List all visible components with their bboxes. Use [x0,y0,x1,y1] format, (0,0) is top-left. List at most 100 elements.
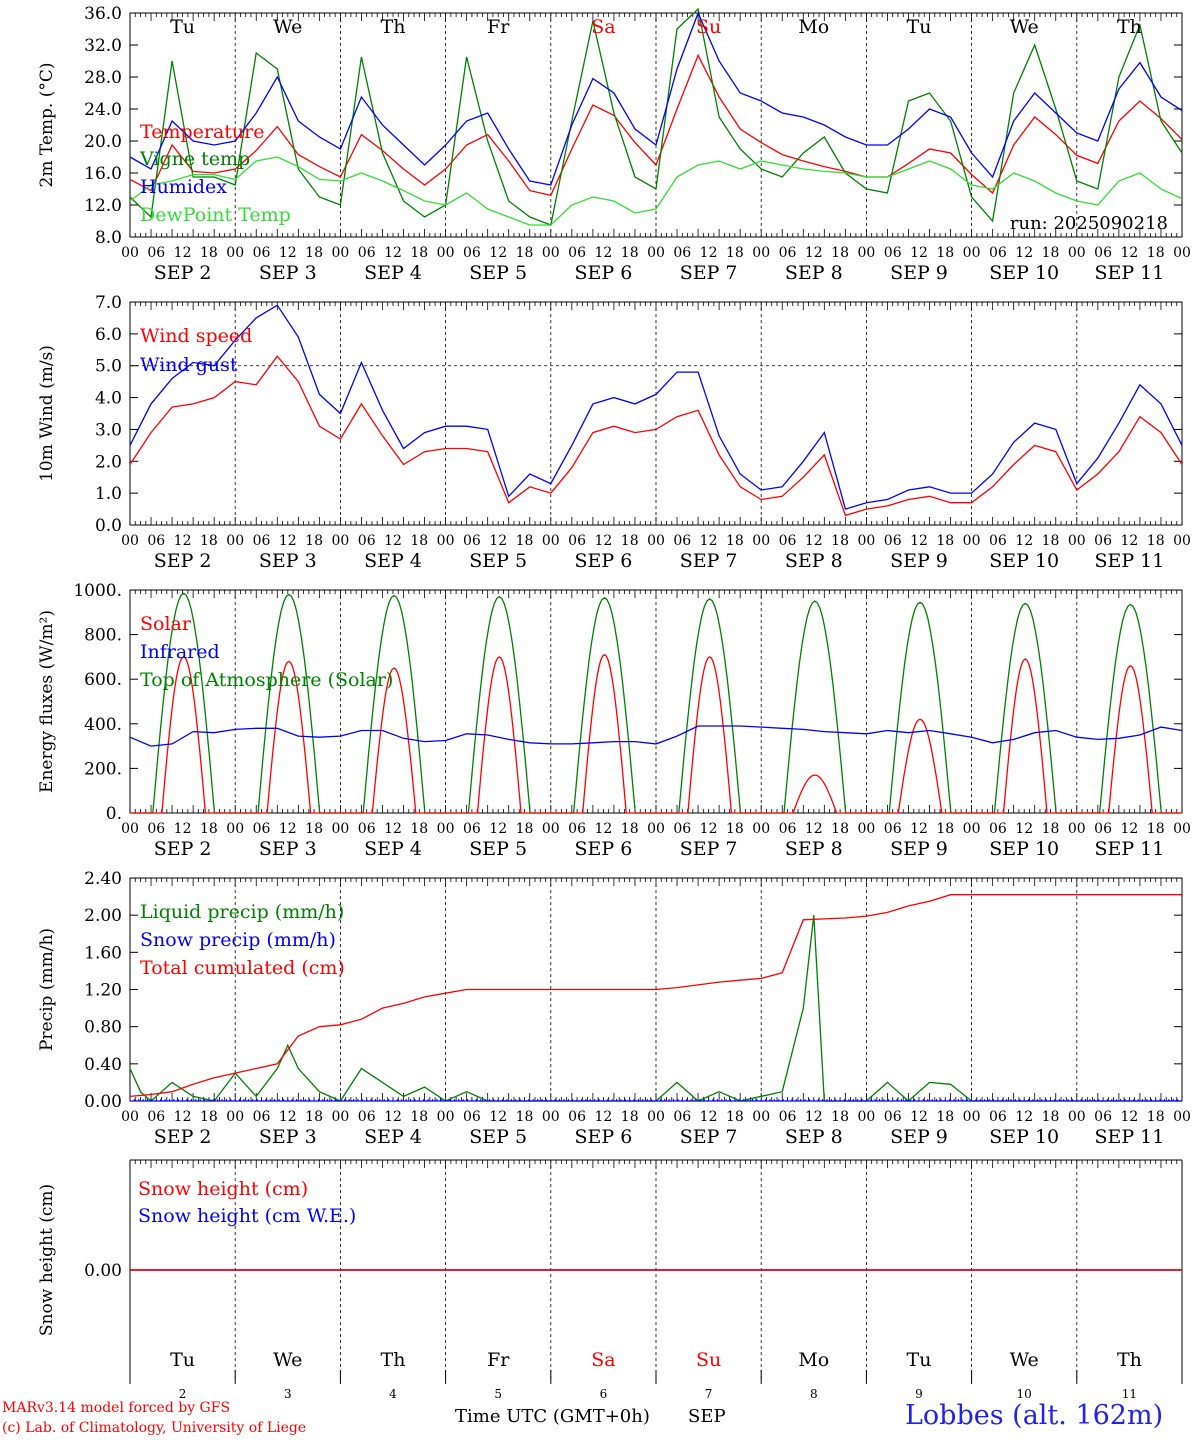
legend-snow-height-cm-: Snow height (cm) [138,1178,308,1200]
x-hour-label: 12 [279,245,297,261]
x-date-label: SEP 5 [469,1126,527,1148]
x-hour-label: 00 [857,821,875,837]
day-number-label: 7 [705,1387,713,1401]
x-hour-label: 00 [963,821,981,837]
y-tick-label: 3.0 [95,420,122,440]
x-hour-label: 06 [673,245,691,261]
x-hour-label: 06 [568,245,586,261]
x-date-label: SEP 6 [574,838,632,860]
weekday-label: Th [381,1349,406,1371]
x-hour-label: 06 [358,245,376,261]
x-hour-label: 12 [489,821,507,837]
x-hour-label: 00 [752,821,770,837]
x-hour-label: 00 [647,821,665,837]
x-date-label: SEP 8 [785,550,843,572]
x-hour-label: 06 [884,533,902,549]
x-date-label: SEP 11 [1094,262,1164,284]
y-tick-label: 4.0 [95,389,122,409]
x-hour-label: 00 [752,245,770,261]
y-tick-label: 800. [84,626,122,646]
plot-frame [129,589,1183,814]
y-tick-label: 32.0 [84,36,122,56]
y-tick-label: 20.0 [84,132,122,152]
x-hour-label: 18 [621,533,639,549]
x-hour-label: 06 [253,821,271,837]
legend-wind-gust: Wind gust [140,354,238,376]
x-date-label: SEP 10 [989,1126,1059,1148]
x-date-label: SEP 3 [259,1126,317,1148]
weekday-label: Mo [798,1349,829,1371]
y-axis-label: Energy fluxes (W/m²) [37,610,57,793]
x-hour-label: 00 [857,245,875,261]
x-hour-label: 06 [147,245,165,261]
x-hour-label: 18 [936,821,954,837]
x-date-label: SEP 4 [364,838,422,860]
x-hour-label: 18 [516,821,534,837]
y-tick-label: 2.00 [84,906,122,926]
series-line-solar [130,653,1182,814]
x-hour-label: 18 [410,1109,428,1125]
x-hour-label: 18 [936,533,954,549]
x-hour-label: 18 [831,1109,849,1125]
x-date-label: SEP 7 [680,262,738,284]
x-hour-label: 12 [1015,533,1033,549]
x-date-label: SEP 6 [574,262,632,284]
x-hour-label: 06 [1094,245,1112,261]
x-hour-label: 06 [463,821,481,837]
x-hour-label: 18 [410,533,428,549]
x-hour-label: 00 [963,1109,981,1125]
x-hour-label: 00 [121,821,139,837]
series-line-humidex [129,11,1183,186]
day-number-label: 3 [284,1387,292,1401]
x-hour-label: 18 [1147,533,1165,549]
x-hour-label: 06 [779,821,797,837]
day-number-label: 5 [494,1387,502,1401]
x-hour-label: 18 [200,533,218,549]
model-credit: MARv3.14 model forced by GFS [2,1400,231,1416]
copyright-credit: (c) Lab. of Climatology, University of L… [2,1420,307,1436]
x-date-label: SEP 10 [989,838,1059,860]
x-hour-label: 00 [647,533,665,549]
x-hour-label: 00 [1173,533,1191,549]
y-tick-label: 200. [84,759,122,779]
x-hour-label: 12 [700,245,718,261]
x-hour-label: 12 [489,245,507,261]
x-date-label: SEP 2 [154,1126,212,1148]
legend-top-of-atmosphere-solar-: Top of Atmosphere (Solar) [140,669,393,691]
y-tick-label: 16.0 [84,164,122,184]
day-number-label: 11 [1122,1387,1137,1401]
x-hour-label: 06 [989,245,1007,261]
x-hour-label: 00 [121,245,139,261]
x-date-label: SEP 5 [469,550,527,572]
x-hour-label: 18 [410,821,428,837]
x-hour-label: 12 [700,533,718,549]
x-hour-label: 12 [805,1109,823,1125]
y-tick-label: 400. [84,715,122,735]
x-hour-label: 18 [936,245,954,261]
x-hour-label: 00 [542,821,560,837]
x-hour-label: 12 [174,245,192,261]
x-hour-label: 00 [1068,1109,1086,1125]
x-hour-label: 12 [700,1109,718,1125]
x-hour-label: 06 [253,533,271,549]
y-tick-label: 0.80 [84,1018,122,1038]
x-hour-label: 18 [200,1109,218,1125]
x-axis-title: Time UTC (GMT+0h) [455,1406,650,1427]
y-tick-label: 2.40 [84,869,122,889]
x-hour-label: 12 [805,533,823,549]
y-tick-label: 0.00 [84,1092,122,1112]
x-hour-label: 06 [884,821,902,837]
x-hour-label: 18 [726,533,744,549]
x-hour-label: 00 [542,533,560,549]
y-axis-label: 10m Wind (m/s) [37,345,57,482]
x-hour-label: 12 [594,821,612,837]
legend-wind-speed: Wind speed [140,325,252,347]
x-hour-label: 12 [594,245,612,261]
x-hour-label: 00 [752,1109,770,1125]
y-tick-label: 2.0 [95,452,122,472]
x-hour-label: 00 [1173,821,1191,837]
x-hour-label: 00 [331,821,349,837]
day-number-label: 2 [179,1387,187,1401]
legend-solar: Solar [140,613,192,635]
